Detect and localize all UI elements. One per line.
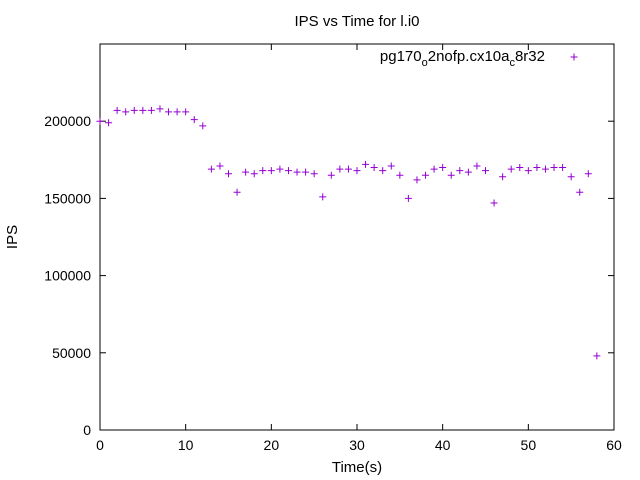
data-point [250, 170, 258, 178]
data-point [482, 167, 489, 175]
data-point [439, 164, 447, 172]
data-point [541, 165, 549, 173]
data-point [165, 108, 173, 116]
y-tick-label: 100000 [44, 268, 91, 284]
data-point [456, 167, 464, 175]
data-point [413, 176, 421, 184]
x-tick-label: 40 [435, 437, 451, 453]
data-point [336, 165, 344, 173]
data-point [122, 108, 130, 116]
data-point [362, 160, 370, 168]
data-point [267, 167, 275, 175]
data-point [447, 171, 455, 179]
data-point [327, 171, 335, 179]
plot-area-frame [99, 43, 615, 431]
data-point [310, 170, 318, 178]
data-point [130, 106, 138, 114]
data-point [225, 170, 232, 178]
data-point [173, 108, 181, 116]
data-point [353, 167, 361, 175]
legend-label-part: pg170 [380, 48, 422, 65]
data-point [105, 119, 113, 127]
data-point [139, 106, 147, 114]
data-point [182, 108, 190, 116]
legend-label-part: 2nofp.cx10a [428, 48, 510, 65]
legend-marker [570, 53, 578, 61]
y-tick-label: 150000 [44, 190, 91, 206]
data-point [422, 171, 430, 179]
data-point [593, 352, 601, 360]
data-point [404, 194, 412, 202]
data-point [259, 167, 267, 175]
data-point [96, 117, 104, 125]
data-point [276, 165, 284, 173]
legend-label-subscript: o [422, 57, 428, 69]
data-point [156, 105, 164, 113]
x-tick-label: 0 [96, 437, 104, 453]
data-point [242, 168, 250, 176]
y-tick-label: 200000 [44, 113, 91, 129]
data-point [379, 167, 387, 175]
data-point [524, 167, 532, 175]
data-point [473, 162, 481, 170]
legend-label-subscript: c [509, 57, 515, 69]
data-point [319, 193, 327, 201]
y-tick-label: 0 [83, 422, 91, 438]
data-point [387, 162, 395, 170]
chart-title: IPS vs Time for l.i0 [294, 13, 419, 30]
legend-label-part: 8r32 [515, 48, 545, 65]
data-point [507, 165, 515, 173]
data-point [430, 165, 438, 173]
data-point [190, 116, 198, 124]
data-point [559, 164, 567, 172]
x-axis-label: Time(s) [332, 459, 382, 476]
data-point [216, 162, 224, 170]
data-point [284, 167, 292, 175]
data-points [96, 105, 601, 360]
data-point [233, 188, 241, 196]
x-tick-label: 10 [178, 437, 194, 453]
x-tick-label: 60 [606, 437, 622, 453]
data-point [207, 165, 215, 173]
legend: pg170o2nofp.cx10ac8r32 [380, 48, 578, 69]
y-axis-ticks: 0 50000 100000 150000 200000 [44, 113, 614, 438]
data-point [567, 173, 575, 181]
data-point [516, 164, 524, 172]
y-tick-label: 50000 [52, 345, 91, 361]
data-point [550, 164, 558, 172]
data-point [576, 188, 584, 196]
data-point [113, 106, 121, 114]
data-point [302, 168, 310, 176]
data-point [490, 199, 498, 207]
data-point [464, 168, 472, 176]
data-point [293, 168, 301, 176]
data-point [584, 170, 592, 178]
x-axis-ticks: 0 10 20 30 40 50 60 [96, 44, 622, 453]
x-tick-label: 50 [521, 437, 537, 453]
legend-marker-symbol [570, 53, 578, 61]
data-point [533, 164, 541, 172]
data-point [344, 165, 352, 173]
x-tick-label: 30 [349, 437, 365, 453]
data-point [147, 106, 155, 114]
data-point [370, 164, 378, 172]
y-axis-label: IPS [4, 225, 21, 249]
x-tick-label: 20 [264, 437, 280, 453]
data-point [199, 122, 207, 130]
data-point [396, 171, 404, 179]
legend-label: pg170o2nofp.cx10ac8r32 [380, 48, 545, 69]
data-point [499, 173, 507, 181]
